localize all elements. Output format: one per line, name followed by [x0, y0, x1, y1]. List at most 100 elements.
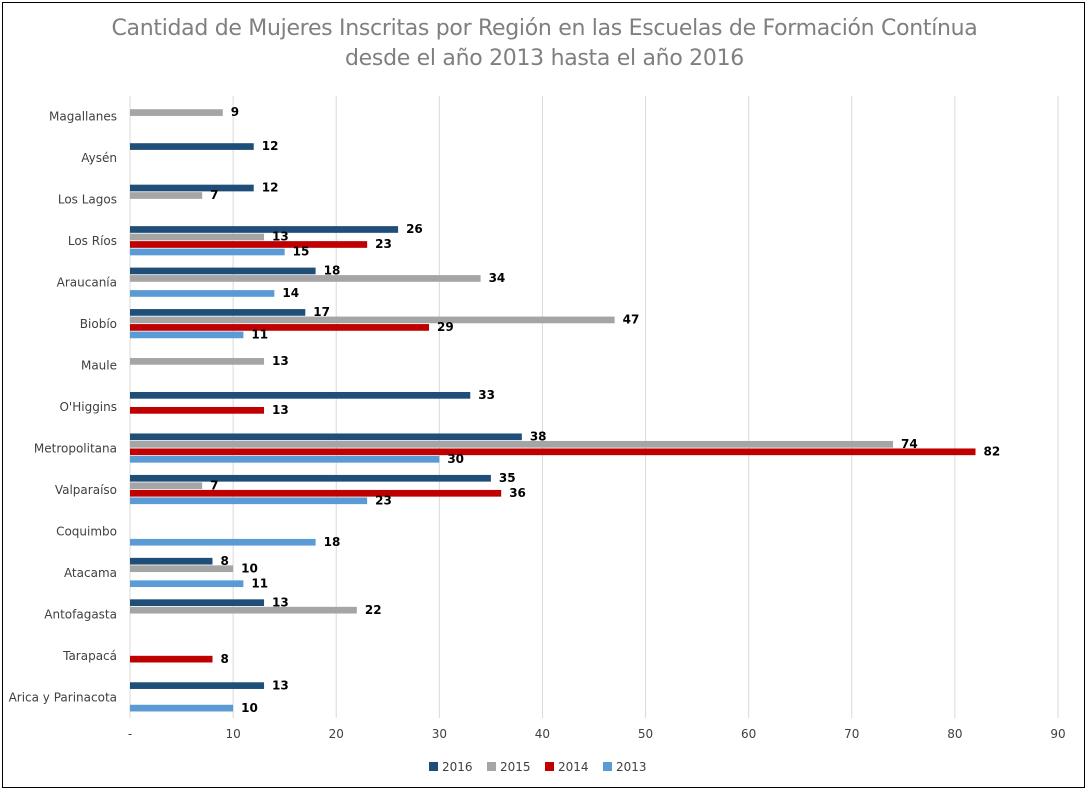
bar-2013 [130, 248, 285, 256]
data-label: 47 [623, 313, 640, 327]
legend-label: 2016 [442, 760, 473, 774]
data-label: 13 [272, 230, 289, 244]
data-label: 22 [365, 603, 382, 617]
category-label: Magallanes [49, 110, 117, 124]
bar-2014 [130, 489, 502, 497]
bar-2014 [130, 324, 430, 331]
bar-2016 [130, 267, 316, 275]
bar-2016 [130, 392, 471, 399]
legend-label: 2014 [558, 760, 589, 774]
data-label: 7 [210, 478, 218, 492]
category-label: Maule [81, 359, 117, 373]
bar-2016 [130, 474, 491, 482]
x-tick-label: 60 [741, 727, 756, 741]
bar-2016 [130, 143, 254, 150]
bar-2016 [130, 557, 213, 565]
bar-2013 [130, 497, 368, 505]
bar-2016 [130, 309, 306, 316]
bar-2016 [130, 184, 254, 192]
bar-2015 [130, 606, 357, 614]
bar-2015 [130, 358, 265, 365]
data-label: 34 [489, 271, 506, 285]
x-tick-label: 90 [1050, 727, 1065, 741]
bar-2016 [130, 599, 265, 607]
bar-2015 [130, 275, 481, 282]
x-tick-label: 30 [432, 727, 447, 741]
x-tick-label: - [128, 727, 132, 741]
x-tick-label: 20 [329, 727, 344, 741]
bar-2016 [130, 226, 399, 233]
bar-2013 [130, 704, 234, 712]
data-label: 9 [231, 105, 239, 119]
bar-2015 [130, 192, 203, 199]
bar-2013 [130, 455, 440, 463]
data-label: 38 [530, 429, 547, 443]
data-label: 14 [282, 286, 299, 300]
data-label: 74 [901, 437, 918, 451]
data-label: 13 [272, 595, 289, 609]
chart-title-line1: Cantidad de Mujeres Inscritas por Región… [111, 16, 978, 41]
bar-2013 [130, 580, 244, 588]
x-tick-label: 70 [844, 727, 859, 741]
bar-2013 [130, 538, 316, 546]
x-tick-label: 40 [535, 727, 550, 741]
legend-swatch-2014 [545, 762, 554, 771]
data-label: 10 [241, 701, 258, 715]
legend-label: 2015 [500, 760, 531, 774]
data-label: 17 [313, 305, 330, 319]
bar-2014 [130, 448, 976, 456]
category-label: Valparaíso [55, 483, 117, 497]
category-label: Aysén [81, 151, 117, 165]
data-label: 23 [375, 493, 392, 507]
data-label: 18 [324, 264, 341, 278]
legend-label: 2013 [616, 760, 647, 774]
data-label: 11 [251, 328, 268, 342]
bar-2016 [130, 682, 265, 689]
chart-title-line2: desde el año 2013 hasta el año 2016 [345, 46, 744, 71]
data-label: 13 [272, 403, 289, 417]
data-label: 13 [272, 678, 289, 692]
category-label: Arica y Parinacota [9, 690, 117, 704]
data-label: 8 [220, 554, 228, 568]
bar-2015 [130, 565, 234, 573]
category-label: Los Ríos [68, 234, 117, 248]
chart-title: Cantidad de Mujeres Inscritas por Región… [0, 14, 1089, 74]
bar-2013 [130, 290, 275, 297]
x-tick-label: 80 [947, 727, 962, 741]
bar-2014 [130, 655, 213, 663]
data-label: 8 [220, 652, 228, 666]
bar-2015 [130, 440, 894, 448]
data-label: 33 [478, 388, 495, 402]
category-label: Biobío [80, 317, 117, 331]
data-label: 82 [984, 444, 1001, 458]
category-label: Atacama [64, 566, 117, 580]
x-tick-label: 10 [225, 727, 240, 741]
legend-swatch-2015 [487, 762, 496, 771]
data-label: 12 [262, 139, 279, 153]
bar-2015 [130, 233, 265, 241]
bar-2015 [130, 316, 615, 324]
x-tick-label: 50 [638, 727, 653, 741]
bar-2016 [130, 433, 522, 441]
data-label: 7 [210, 188, 218, 202]
data-label: 23 [375, 237, 392, 251]
data-label: 10 [241, 561, 258, 575]
category-label: Los Lagos [58, 193, 117, 207]
bar-2015 [130, 109, 223, 116]
category-label: Antofagasta [44, 607, 117, 621]
data-label: 29 [437, 320, 454, 334]
data-label: 11 [251, 576, 268, 590]
bar-2015 [130, 482, 203, 490]
data-label: 15 [293, 245, 310, 259]
category-label: Araucanía [57, 276, 117, 290]
legend-swatch-2013 [603, 762, 612, 771]
legend-swatch-2016 [429, 762, 438, 771]
category-label: Metropolitana [34, 441, 117, 455]
data-label: 12 [262, 181, 279, 195]
bar-2013 [130, 331, 244, 339]
data-label: 36 [509, 486, 526, 500]
bar-2014 [130, 407, 265, 414]
bar-2014 [130, 241, 368, 248]
data-label: 30 [447, 452, 464, 466]
